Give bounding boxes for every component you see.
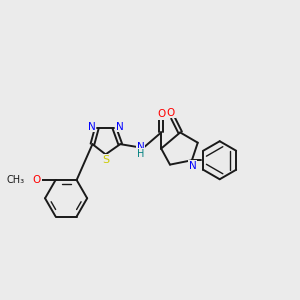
Text: CH₃: CH₃: [6, 175, 24, 185]
Text: N: N: [88, 122, 95, 132]
Text: N: N: [189, 160, 196, 170]
Text: O: O: [167, 108, 175, 118]
Text: O: O: [32, 175, 41, 185]
Text: O: O: [157, 109, 165, 119]
Text: N: N: [116, 122, 124, 132]
Text: N: N: [137, 142, 145, 152]
Text: S: S: [102, 155, 109, 165]
Text: H: H: [137, 148, 144, 158]
